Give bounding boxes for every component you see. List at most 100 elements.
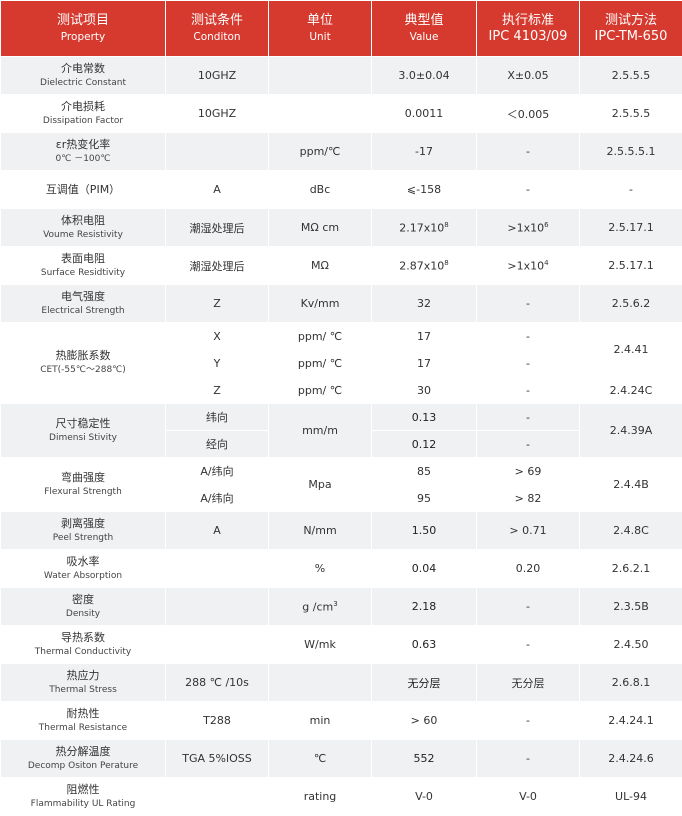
condition-cell: Y: [166, 350, 269, 377]
condition-cell: A: [166, 512, 269, 550]
property-en: Thermal Conductivity: [1, 645, 165, 659]
unit-cell: [269, 57, 372, 95]
condition-cell: 潮湿处理后: [166, 209, 269, 247]
unit-cell: Mpa: [269, 458, 372, 512]
condition-cell: [166, 588, 269, 626]
property-en: Surface Residtivity: [1, 266, 165, 280]
table-row: 互调值（PIM） A dBc ⩽-158 - -: [1, 171, 682, 209]
unit-cell: ppm/ ℃: [269, 323, 372, 350]
value-cell: 0.0011: [372, 95, 477, 133]
standard-cell: >1x104: [477, 247, 580, 285]
unit-cell: ppm/ ℃: [269, 350, 372, 377]
standard-cell: V-0: [477, 778, 580, 816]
value-cell: 32: [372, 285, 477, 323]
condition-cell: X: [166, 323, 269, 350]
property-en: Dissipation Factor: [1, 114, 165, 128]
standard-base: >1x10: [507, 259, 544, 272]
value-cell: 2.18: [372, 588, 477, 626]
method-cell: 2.4.24.1: [580, 702, 682, 740]
property-zh: 热分解温度: [1, 745, 165, 759]
value-cell: 0.04: [372, 550, 477, 588]
property-zh: 热膨胀系数: [1, 349, 165, 363]
condition-cell: TGA 5%lOSS: [166, 740, 269, 778]
value-exponent: 8: [444, 259, 448, 267]
condition-cell: 288 ℃ /10s: [166, 664, 269, 702]
standard-cell: >1x106: [477, 209, 580, 247]
standard-exponent: 4: [544, 259, 548, 267]
property-en: Density: [1, 607, 165, 621]
method-cell: 2.5.6.2: [580, 285, 682, 323]
method-cell: 2.4.39A: [580, 404, 682, 458]
property-en: Flammability UL Rating: [1, 797, 165, 811]
value-cell: 0.63: [372, 626, 477, 664]
property-zh: 耐热性: [1, 707, 165, 721]
value-cell: 0.13: [372, 404, 477, 431]
standard-cell: -: [477, 285, 580, 323]
unit-cell: min: [269, 702, 372, 740]
value-cell: 0.12: [372, 431, 477, 458]
property-cell: 互调值（PIM）: [1, 171, 166, 209]
standard-cell: -: [477, 350, 580, 377]
condition-cell: 10GHZ: [166, 95, 269, 133]
property-en: Water Absorption: [1, 569, 165, 583]
condition-cell: [166, 133, 269, 171]
value-cell: 2.17x108: [372, 209, 477, 247]
condition-cell: [166, 778, 269, 816]
unit-cell: rating: [269, 778, 372, 816]
property-zh: 电气强度: [1, 290, 165, 304]
property-zh: 介电常数: [1, 62, 165, 76]
property-zh: 阻燃性: [1, 783, 165, 797]
unit-cell: Kv/mm: [269, 285, 372, 323]
condition-cell: 10GHZ: [166, 57, 269, 95]
value-cell: > 60: [372, 702, 477, 740]
unit-cell: dBc: [269, 171, 372, 209]
method-cell: -: [580, 171, 682, 209]
method-cell: 2.5.17.1: [580, 247, 682, 285]
value-cell: 85: [372, 458, 477, 485]
header-zh: 典型值: [404, 13, 443, 28]
header-zh: 执行标准: [502, 13, 554, 28]
standard-cell: X±0.05: [477, 57, 580, 95]
standard-cell: -: [477, 377, 580, 404]
method-cell: 2.4.8C: [580, 512, 682, 550]
standard-cell: -: [477, 431, 580, 458]
standard-cell: -: [477, 588, 580, 626]
property-zh: 导热系数: [1, 631, 165, 645]
method-cell: 2.4.24C: [580, 377, 682, 404]
standard-cell: -: [477, 740, 580, 778]
property-zh: 尺寸稳定性: [1, 417, 165, 431]
value-cell: 17: [372, 323, 477, 350]
unit-cell: %: [269, 550, 372, 588]
value-cell: -17: [372, 133, 477, 171]
standard-cell: > 0.71: [477, 512, 580, 550]
standard-cell: 无分层: [477, 664, 580, 702]
header-zh: 测试方法: [605, 13, 657, 28]
condition-cell: 纬向: [166, 404, 269, 431]
method-cell: 2.4.50: [580, 626, 682, 664]
condition-cell: 经向: [166, 431, 269, 458]
unit-cell: [269, 95, 372, 133]
header-en: Unit: [269, 29, 371, 45]
method-cell: 2.3.5B: [580, 588, 682, 626]
condition-cell: T288: [166, 702, 269, 740]
standard-cell: 0.20: [477, 550, 580, 588]
